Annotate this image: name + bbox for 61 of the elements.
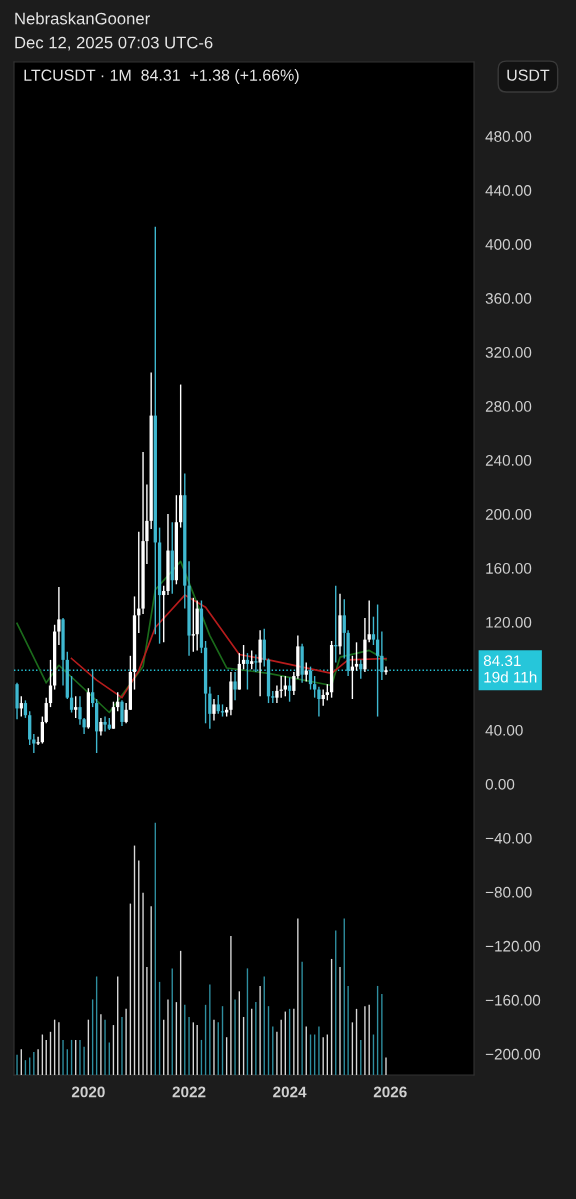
candlestick [254,653,258,673]
x-tick-label: 2024 [273,1086,307,1098]
candlestick [111,701,116,730]
x-tick-label: 2022 [172,1086,206,1098]
y-tick-label: −120.00 [485,940,541,952]
candlestick [120,699,124,727]
y-tick-label: 40.00 [485,724,523,736]
y-tick-label: 320.00 [485,347,532,358]
candlestick [69,675,74,714]
candlestick [350,655,355,700]
candlestick [124,702,128,724]
candlestick [216,694,220,715]
y-tick-label: 480.00 [485,131,532,142]
candlestick [317,686,321,718]
candlestick [162,584,166,644]
candlestick [40,715,45,745]
y-tick-label: 280.00 [485,401,532,412]
y-tick-label: 160.00 [486,562,532,574]
candlestick [57,586,61,646]
candlestick [103,715,107,733]
candlestick [380,630,384,681]
candlestick [191,597,195,653]
chart-title: LTCUSDT · 1M 84.31 +1.38 (+1.66%) [24,69,299,84]
y-tick-label: −40.00 [485,832,532,844]
candlestick [36,736,40,746]
text: NebraskanGooner [15,12,150,25]
candlestick [283,675,287,698]
y-tick-label: 400.00 [485,239,532,250]
candlestick [90,668,95,708]
candlestick [384,665,388,676]
candlestick [262,628,266,668]
y-tick-label: −200.00 [485,1048,541,1060]
candlestick [321,688,325,707]
y-tick-label: 360.00 [485,293,532,304]
line-series [70,594,387,699]
ref-line-label: 84.31 19d 11h [483,655,537,683]
candlestick [354,641,359,672]
text: Dec 12, 2025 07:03 UTC-6 [15,36,213,51]
candlestick [371,615,376,646]
candlestick [208,686,212,730]
y-tick-label: 240.00 [485,455,532,466]
x-tick-label: 2020 [71,1086,105,1098]
candlestick [241,644,246,671]
y-tick-label: −160.00 [485,994,541,1006]
x-tick-label: 2026 [373,1086,407,1098]
candlestick [245,652,250,691]
y-tick-label: −80.00 [485,886,532,898]
y-tick-label: 440.00 [485,185,532,196]
candlestick [32,733,36,754]
candlestick [74,695,78,719]
candlestick [233,671,237,702]
y-axis-title: USDT [507,69,550,81]
y-tick-label: 0.00 [485,778,515,790]
candlestick [313,675,317,699]
candlestick [304,661,308,683]
candlestick [44,696,48,724]
candlestick [258,629,262,698]
candlestick [250,649,254,671]
y-tick-label: 120.00 [486,616,532,628]
y-tick-label: 200.00 [485,508,532,520]
candlestick [212,698,216,722]
